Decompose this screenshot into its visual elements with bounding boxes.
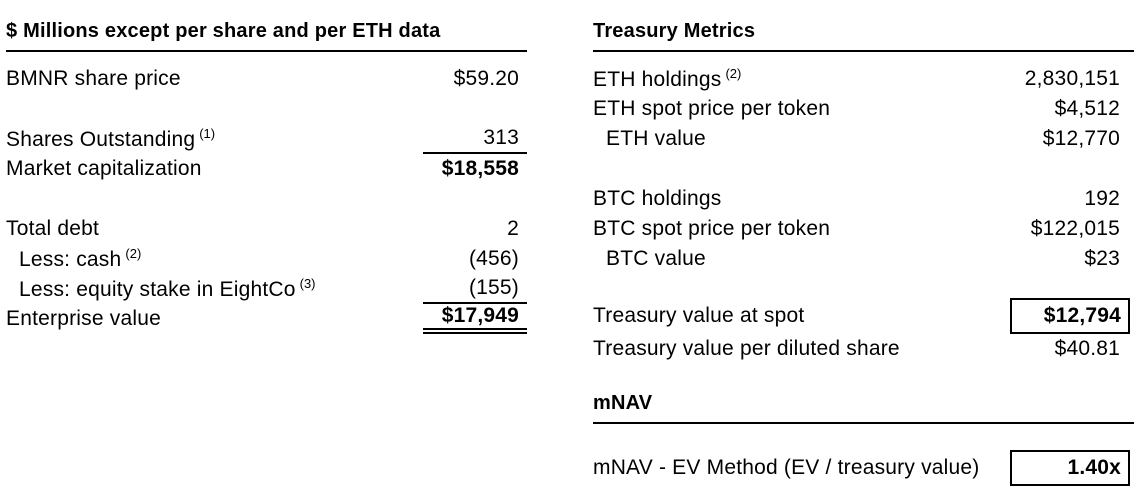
blank-row [6,184,527,214]
row-value: 2,830,151 [1024,67,1120,90]
blank-row [6,94,527,124]
row-label: Enterprise value [6,307,161,330]
row-value: 2 [507,217,519,240]
row-value-boxed: $12,794 [1010,298,1130,334]
row-less-cash: Less: cash (2) (456) [6,244,527,274]
row-value: $122,015 [1030,217,1120,240]
row-enterprise-value: Enterprise value $17,949 [6,304,527,334]
row-market-capitalization: Market capitalization $18,558 [6,154,527,184]
row-label: BTC holdings [593,187,722,210]
row-label: ETH spot price per token [593,97,831,120]
row-label: Market capitalization [6,157,202,180]
valuation-table-title: $ Millions except per share and per ETH … [6,20,527,52]
row-value: 192 [1084,187,1120,210]
row-value: $59.20 [453,67,519,90]
mnav-section-title: mNAV [593,392,1134,424]
row-label: BMNR share price [6,67,181,90]
row-label: ETH holdings (2) [593,66,742,91]
row-value: $23 [1084,247,1120,270]
footnote-marker: (2) [725,66,742,81]
valuation-table: $ Millions except per share and per ETH … [6,20,527,503]
row-eth-spot-price: ETH spot price per token $4,512 [593,94,1134,124]
row-label: BTC value [606,247,706,270]
row-value: $18,558 [441,157,519,180]
row-treasury-value-per-diluted-share: Treasury value per diluted share $40.81 [593,334,1134,364]
row-mnav-ev-method: mNAV - EV Method (EV / treasury value) 1… [593,450,1134,486]
row-label: Treasury value per diluted share [593,337,900,360]
row-value: (155) [423,274,527,304]
footnote-marker: (1) [199,126,216,141]
row-bmnr-share-price: BMNR share price $59.20 [6,64,527,94]
blank-row [593,154,1134,184]
footnote-marker: (3) [299,276,316,291]
row-label: Less: cash (2) [19,246,142,271]
row-label: Less: equity stake in EightCo (3) [19,276,316,301]
bottom-margin [593,486,1134,503]
row-label: BTC spot price per token [593,217,831,240]
row-value-boxed: 1.40x [1010,450,1130,486]
row-total-debt: Total debt 2 [6,214,527,244]
row-value: 313 [423,124,527,154]
row-value: $17,949 [423,304,527,334]
row-eth-value: ETH value $12,770 [593,124,1134,154]
row-treasury-value-at-spot: Treasury value at spot $12,794 [593,298,1134,334]
row-btc-holdings: BTC holdings 192 [593,184,1134,214]
row-label: Treasury value at spot [593,304,805,327]
row-shares-outstanding: Shares Outstanding (1) 313 [6,124,527,154]
row-label: mNAV - EV Method (EV / treasury value) [593,456,980,479]
treasury-metrics-title: Treasury Metrics [593,20,1134,52]
row-less-equity-stake-eightco: Less: equity stake in EightCo (3) (155) [6,274,527,304]
footnote-marker: (2) [125,246,142,261]
row-value: $40.81 [1054,337,1120,360]
row-btc-spot-price: BTC spot price per token $122,015 [593,214,1134,244]
row-eth-holdings: ETH holdings (2) 2,830,151 [593,64,1134,94]
row-label: ETH value [606,127,706,150]
treasury-metrics-table: Treasury Metrics ETH holdings (2) 2,830,1… [593,20,1134,503]
row-value: $4,512 [1054,97,1120,120]
row-value: (456) [468,247,519,270]
row-btc-value: BTC value $23 [593,244,1134,274]
row-value: $12,770 [1042,127,1120,150]
row-label: Shares Outstanding (1) [6,126,216,151]
row-label: Total debt [6,217,100,240]
blank-row [593,274,1134,298]
